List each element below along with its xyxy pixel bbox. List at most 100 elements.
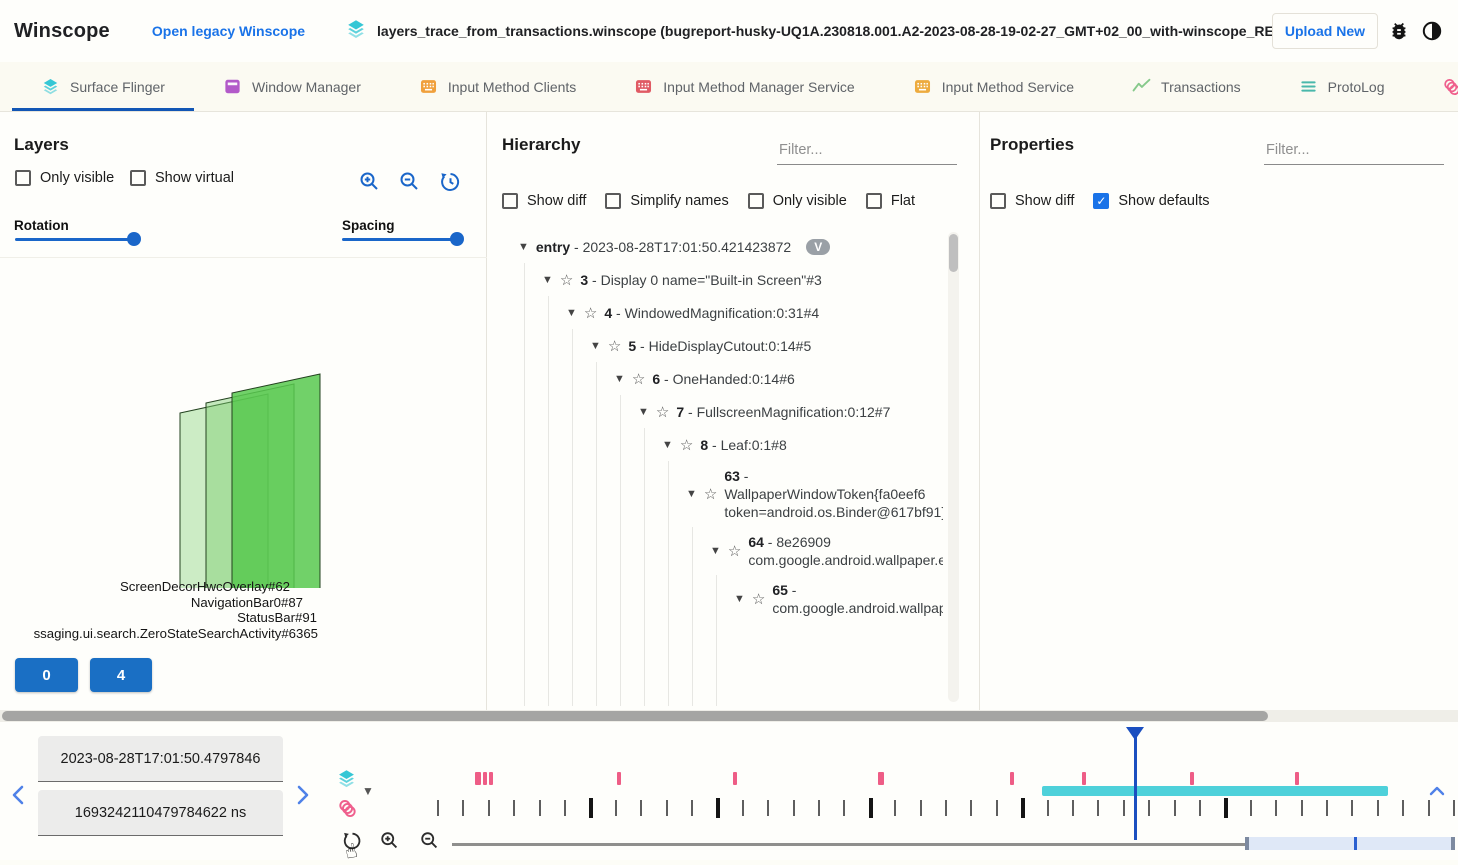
flat-checkbox[interactable]: Flat (865, 193, 915, 209)
tree-row[interactable]: ▼ ☆ 4 - WindowedMagnification:0:31#4 (566, 304, 820, 322)
checkbox-box[interactable]: ✓ (1093, 193, 1110, 209)
star-icon[interactable]: ☆ (559, 271, 574, 289)
tab-window-manager[interactable]: Window Manager (194, 62, 390, 111)
timeline-zoom-in-icon[interactable] (379, 830, 401, 857)
tree-row[interactable]: ▼ ☆ 7 - FullscreenMagnification:0:12#7 (638, 403, 891, 421)
layer-label[interactable]: NavigationBar0#87 (190, 594, 303, 610)
show-diff-checkbox[interactable]: Show diff (502, 193, 586, 209)
report-bug-icon[interactable] (1388, 20, 1410, 42)
tab-input-method-service[interactable]: Input Method Service (884, 62, 1103, 111)
collapse-arrow-icon[interactable]: ▼ (590, 339, 601, 352)
minimap-track[interactable] (452, 843, 1247, 846)
trace-entry-tick[interactable] (488, 800, 490, 816)
trace-entry-tick[interactable] (1377, 800, 1379, 816)
trace-entry-tick[interactable] (1199, 800, 1201, 816)
tab-transactions[interactable]: Transactions (1103, 62, 1270, 111)
show-defaults-checkbox[interactable]: ✓ Show defaults (1093, 193, 1209, 209)
human-timestamp-input[interactable] (38, 736, 283, 782)
trace-entry-tick[interactable] (767, 800, 769, 816)
star-icon[interactable]: ☆ (727, 543, 742, 560)
transition-marker[interactable] (878, 772, 884, 785)
trace-entry-tick[interactable] (1148, 800, 1150, 816)
open-legacy-link[interactable]: Open legacy Winscope (151, 23, 306, 39)
star-icon[interactable]: ☆ (607, 337, 622, 355)
trace-entry-tick[interactable] (894, 800, 896, 816)
display-4-button[interactable]: 4 (90, 658, 152, 692)
checkbox-box[interactable] (747, 193, 764, 209)
transition-marker[interactable] (483, 772, 487, 785)
tree-row[interactable]: ▼ ☆ 6 - OneHanded:0:14#6 (614, 370, 795, 388)
properties-filter-input[interactable] (1264, 138, 1444, 165)
transition-marker[interactable] (617, 772, 621, 785)
tree-row-entry[interactable]: ▼ entry - 2023-08-28T17:01:50.421423872 … (495, 230, 943, 263)
tree-row[interactable]: ▼ ☆ 3 - Display 0 name="Built-in Screen"… (542, 271, 822, 289)
trace-entry-tick[interactable] (1123, 800, 1125, 816)
collapse-arrow-icon[interactable]: ▼ (518, 240, 529, 253)
collapse-arrow-icon[interactable]: ▼ (542, 273, 553, 286)
trace-entry-tick[interactable] (666, 800, 668, 816)
star-icon[interactable]: ☆ (631, 370, 646, 388)
tab-surface-flinger[interactable]: Surface Flinger (12, 62, 194, 111)
tree-row[interactable]: ▼ ☆ 65 - com.google.android.wallpaper.ef… (734, 582, 943, 616)
trace-entry-tick[interactable] (1428, 800, 1430, 816)
ns-timestamp-input[interactable] (38, 790, 283, 836)
trace-entry-tick[interactable] (513, 800, 515, 816)
transition-marker[interactable] (733, 772, 737, 785)
star-icon[interactable]: ☆ (751, 591, 766, 608)
star-icon[interactable]: ☆ (583, 304, 598, 322)
tree-row[interactable]: ▼ ☆ 8 - Leaf:0:1#8 (662, 436, 787, 454)
trace-entry-tick[interactable] (843, 800, 845, 816)
layers-3d-view[interactable] (0, 257, 487, 728)
timeline-zoom-out-icon[interactable] (419, 830, 441, 857)
slider-thumb[interactable] (450, 232, 464, 246)
tree-row[interactable]: ▼ ☆ 64 - 8e26909 com.google.android.wall… (710, 534, 943, 568)
tab-input-method-clients[interactable]: Input Method Clients (390, 62, 605, 111)
minimap-zoom-window[interactable] (1247, 837, 1455, 850)
only-visible-checkbox[interactable]: Only visible (747, 193, 847, 209)
tree-row[interactable]: ▼ ☆ 5 - HideDisplayCutout:0:14#5 (590, 337, 812, 355)
trace-entry-tick[interactable] (437, 800, 439, 816)
collapse-arrow-icon[interactable]: ▼ (566, 306, 577, 319)
checkbox-box[interactable] (865, 193, 882, 209)
checkbox-box[interactable] (130, 170, 146, 186)
trace-entry-tick[interactable] (996, 800, 998, 816)
collapse-arrow-icon[interactable]: ▼ (638, 405, 649, 418)
layer-label[interactable]: StatusBar#91 (237, 610, 317, 626)
trace-entry-tick[interactable] (539, 800, 541, 816)
timeline-cursor-head[interactable] (1126, 727, 1144, 740)
transition-marker[interactable] (1082, 772, 1086, 785)
minimap-cursor-tick[interactable] (1354, 837, 1357, 850)
transition-marker[interactable] (1190, 772, 1194, 785)
trace-entry-tick[interactable] (615, 800, 617, 816)
trace-selector-caret-icon[interactable]: ▼ (362, 784, 374, 798)
hierarchy-filter-input[interactable] (777, 138, 957, 165)
transition-marker[interactable] (1295, 772, 1299, 785)
zoom-in-icon[interactable] (358, 170, 382, 194)
trace-entry-tick[interactable] (945, 800, 947, 816)
minimap-left-handle[interactable] (1245, 837, 1249, 850)
checkbox-box[interactable] (990, 193, 1006, 209)
checkbox-box[interactable] (605, 193, 622, 209)
show-virtual-checkbox[interactable]: Show virtual (130, 170, 234, 186)
transition-marker[interactable] (489, 772, 493, 785)
timeline-canvas[interactable] (0, 722, 1458, 860)
trace-entry-tick[interactable] (1402, 800, 1404, 816)
transition-marker[interactable] (1010, 772, 1014, 785)
transition-selection-bar[interactable] (1042, 786, 1388, 796)
slider-thumb[interactable] (127, 232, 141, 246)
transition-marker[interactable] (475, 772, 481, 785)
trace-entry-tick[interactable] (1301, 800, 1303, 816)
slider-track[interactable] (15, 238, 137, 241)
minimap-right-handle[interactable] (1451, 837, 1455, 850)
checkbox-box[interactable] (15, 170, 31, 186)
transitions-trace-icon[interactable] (337, 798, 358, 824)
zoom-out-icon[interactable] (398, 170, 422, 194)
trace-entry-tick[interactable] (564, 800, 566, 816)
trace-entry-tick[interactable] (1097, 800, 1099, 816)
trace-entry-tick[interactable] (970, 800, 972, 816)
layer-label[interactable]: ssaging.ui.search.ZeroStateSearchActivit… (33, 625, 318, 641)
trace-entry-tick[interactable] (640, 800, 642, 816)
trace-entry-tick[interactable] (1326, 800, 1328, 816)
trace-entry-tick[interactable] (1275, 800, 1277, 816)
collapse-arrow-icon[interactable]: ▼ (710, 545, 721, 557)
